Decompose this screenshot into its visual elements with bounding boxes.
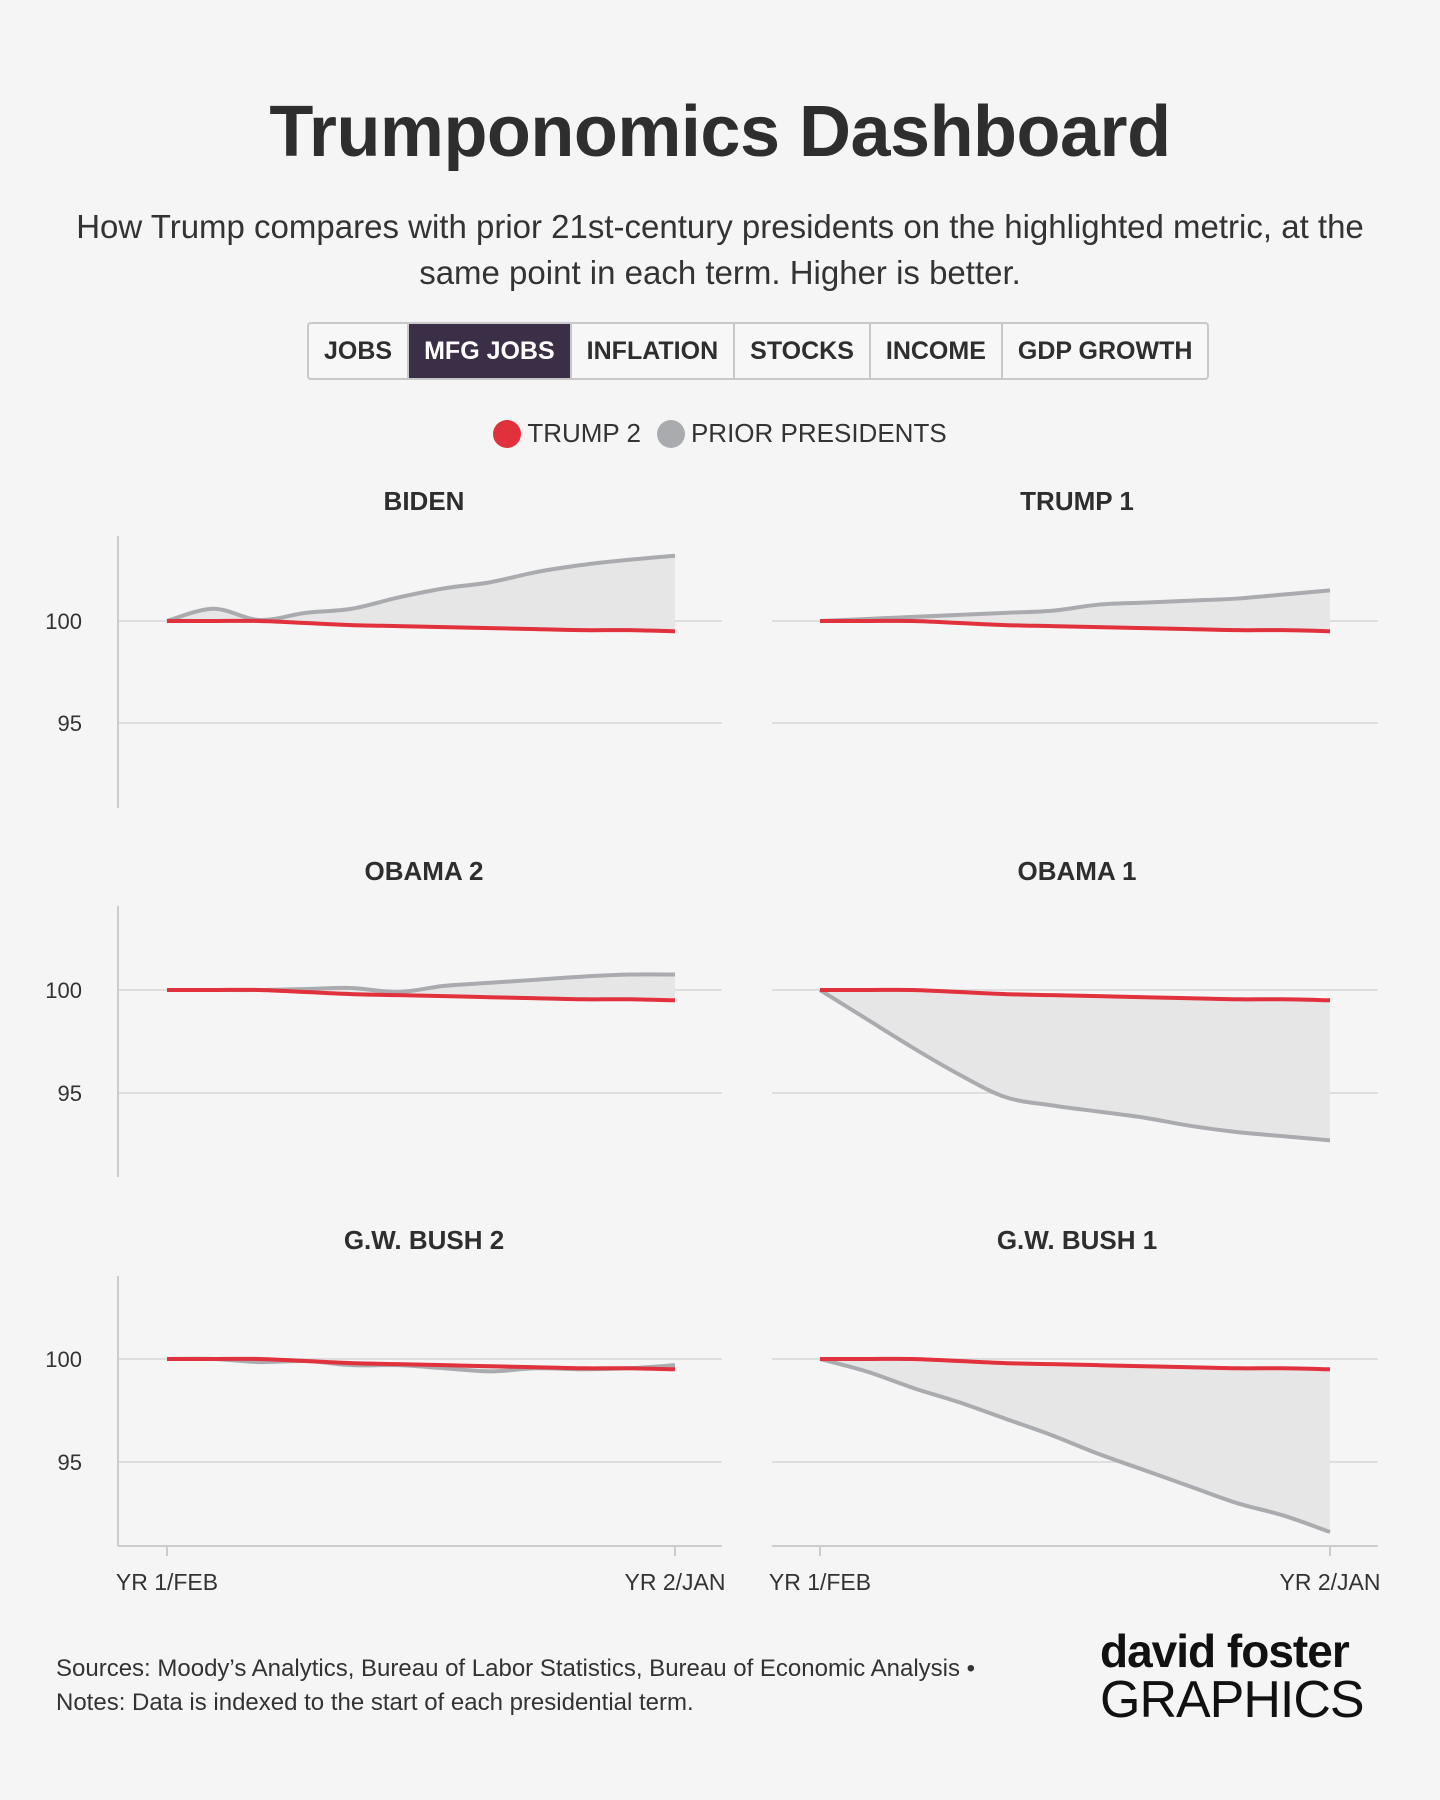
metric-tabs: JOBS MFG JOBS INFLATION STOCKS INCOME GD… [307,322,1210,380]
y-tick-label-95: 95 [58,711,82,736]
notes-line: Notes: Data is indexed to the start of e… [56,1689,694,1716]
x-start-label: YR 1/FEB [116,1569,218,1595]
trump2-line-obama-2 [167,987,676,1003]
tab-gdp-growth[interactable]: GDP GROWTH [1017,337,1193,365]
prior-line-g-w-bush-1 [819,1357,1331,1534]
tab-income[interactable]: INCOME [871,324,1003,378]
x-end-label: YR 2/JAN [1280,1569,1381,1595]
panel-title-bush2: G.W. BUSH 2 [343,1225,505,1255]
panel-title-trump1: TRUMP 1 [1020,486,1134,516]
y-tick-label-100: 100 [45,1347,82,1372]
tab-inflation[interactable]: INFLATION [572,324,736,378]
trump2-line-g-w-bush-2 [167,1356,676,1372]
sources-line: Sources: Moody’s Analytics, Bureau of La… [56,1655,976,1682]
source-notes: Sources: Moody’s Analytics, Bureau of La… [56,1652,1056,1720]
x-start-label: YR 1/FEB [769,1569,871,1595]
y-tick-label-95: 95 [58,1081,82,1106]
y-tick-label-100: 100 [45,609,82,634]
logo-bottom-text: GRAPHICS [1100,1671,1365,1729]
prior-line-trump-1 [819,588,1331,623]
x-end-label: YR 2/JAN [625,1569,726,1595]
tab-jobs[interactable]: JOBS [309,324,410,378]
legend-item-trump2: TRUMP 2 [493,418,641,449]
logo-top-text: david foster [1100,1625,1350,1677]
page-subtitle: How Trump compares with prior 21st-centu… [76,208,1364,291]
panel-title-bush1: G.W. BUSH 1 [996,1225,1158,1255]
gap-area-obama-2 [167,974,675,1001]
prior-line-obama-1 [818,988,1331,1143]
legend-label-trump2: TRUMP 2 [527,418,641,448]
legend-label-prior: PRIOR PRESIDENTS [690,418,947,448]
legend: TRUMP 2 PRIOR PRESIDENTS [0,418,1440,449]
trump2-line-obama-1 [820,987,1331,1003]
gap-area-obama-1 [820,990,1330,1141]
tab-mfg-jobs[interactable]: MFG JOBS [409,324,572,378]
page-title: Trumponomics Dashboard [269,92,1171,172]
panel-title-obama2: OBAMA 2 [364,856,484,886]
trump2-line-biden [167,618,676,634]
trump2-dot-icon [493,419,522,448]
y-tick-label-95: 95 [58,1450,82,1475]
panel-title-biden: BIDEN [383,486,465,516]
panel-title-obama1: OBAMA 1 [1017,856,1137,886]
gap-area-g-w-bush-1 [820,1359,1330,1533]
legend-item-prior: PRIOR PRESIDENTS [656,418,947,449]
prior-dot-icon [656,419,685,448]
david-foster-graphics-logo: david foster GRAPHICS [1100,1628,1400,1726]
tab-stocks[interactable]: STOCKS [735,324,871,378]
trump2-line-trump-1 [820,618,1331,634]
trump2-line-g-w-bush-1 [820,1356,1331,1372]
y-tick-label-100: 100 [45,978,82,1003]
